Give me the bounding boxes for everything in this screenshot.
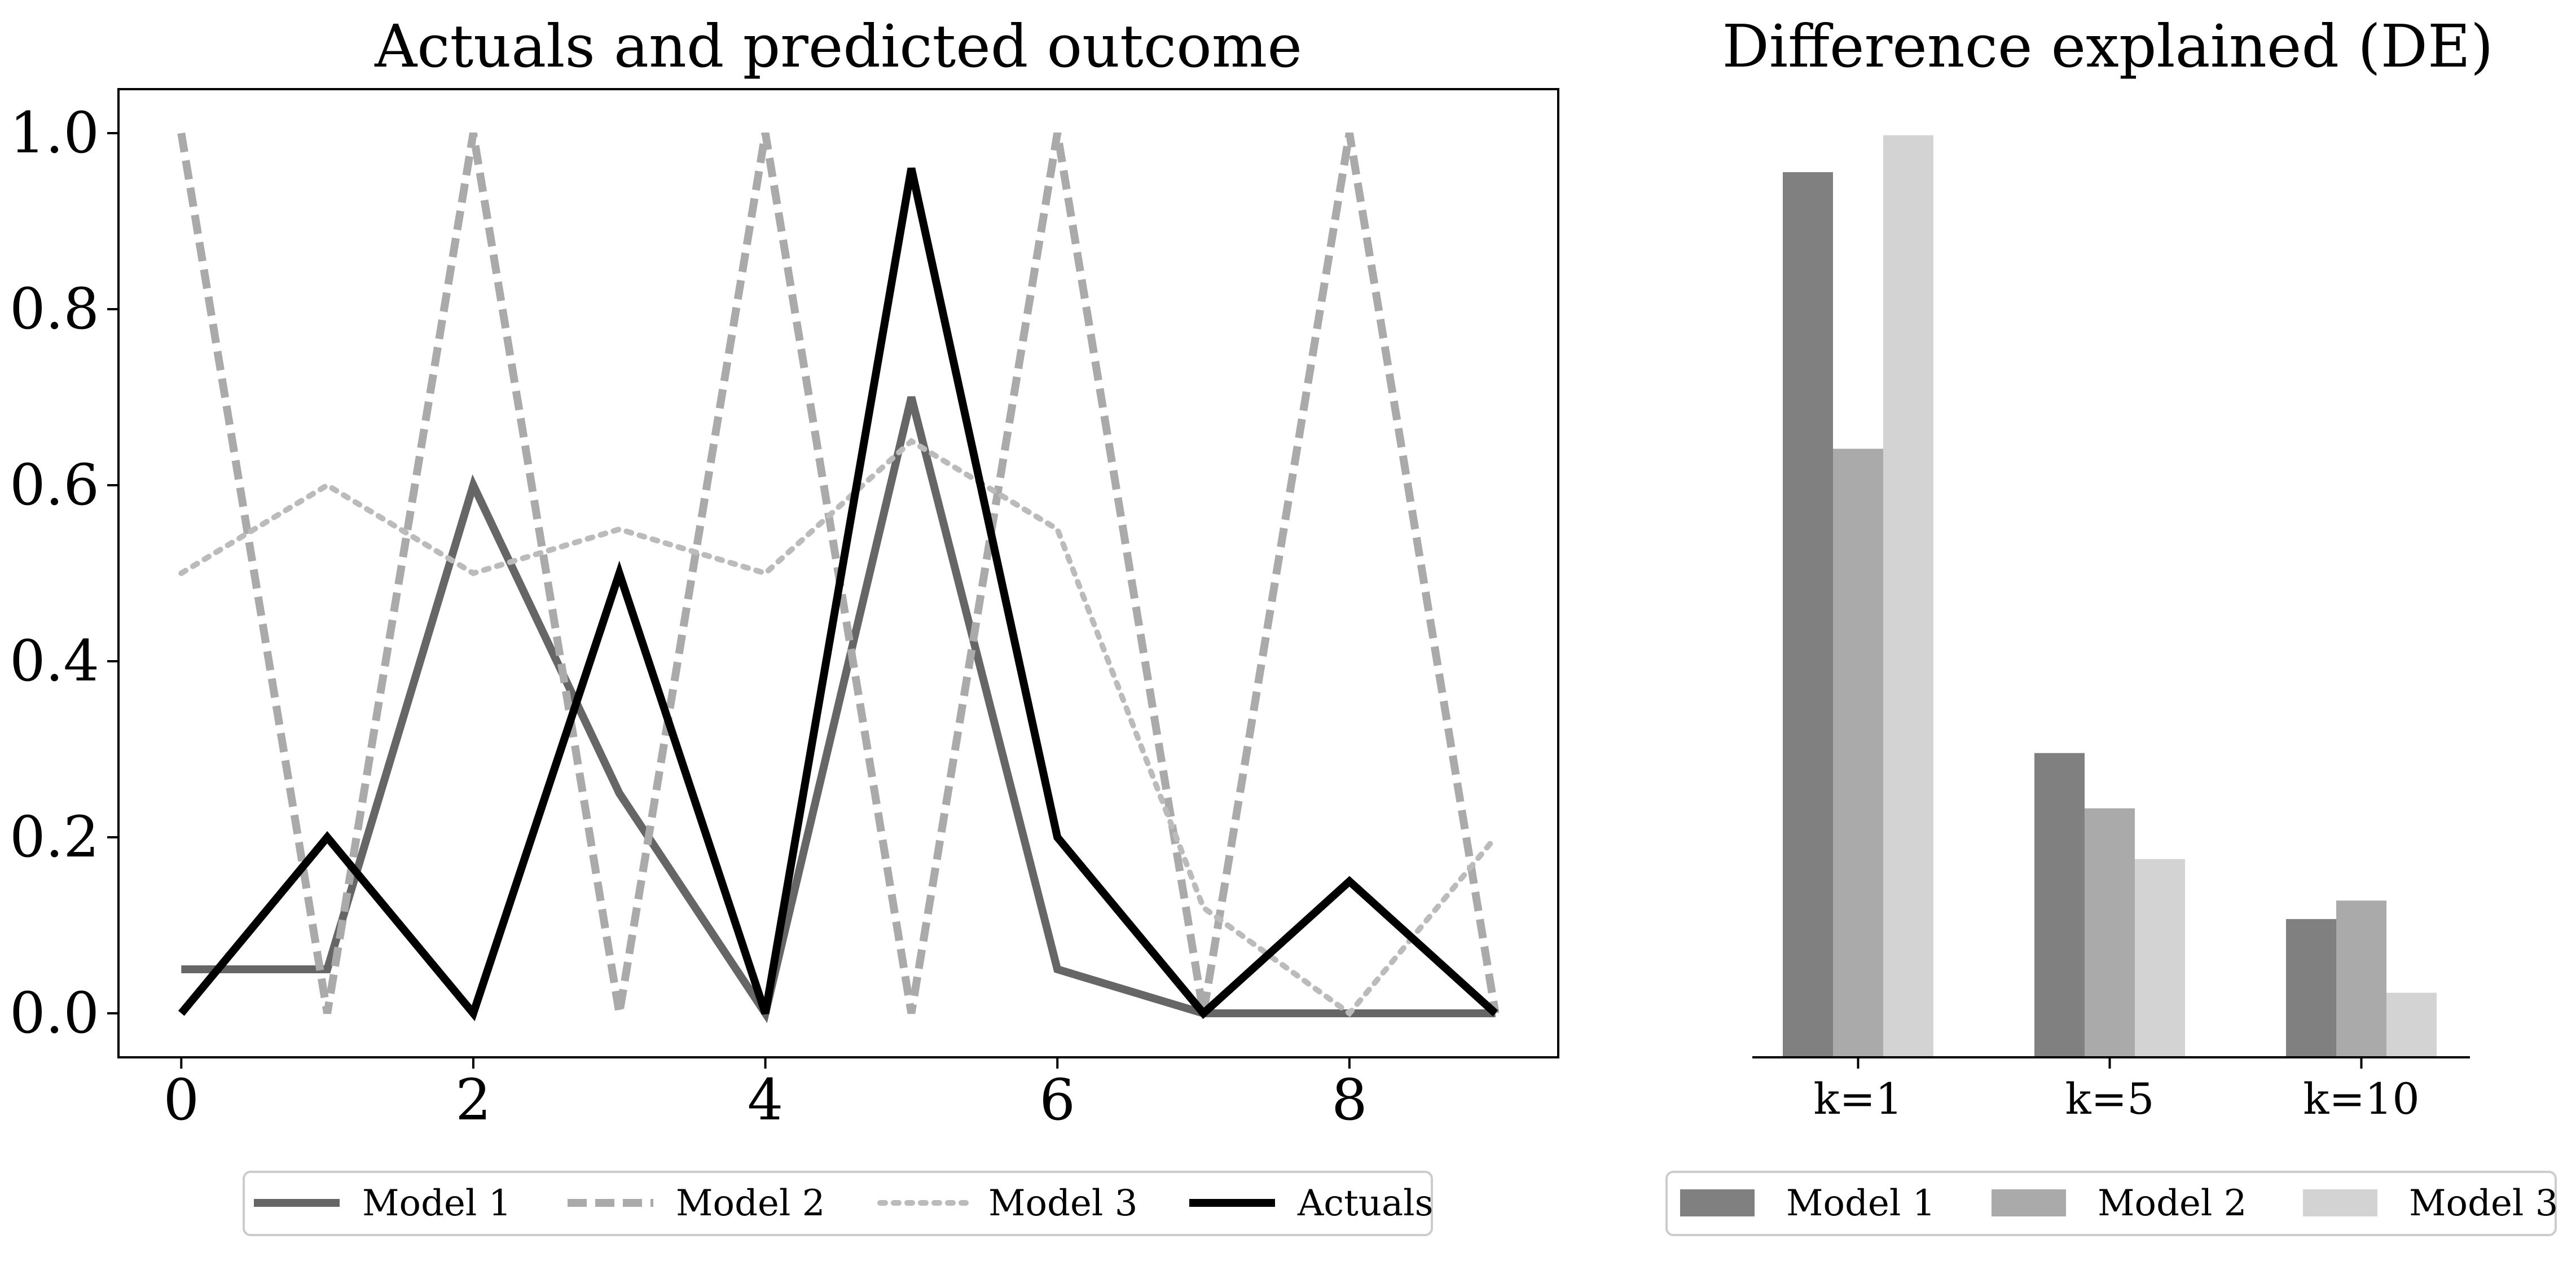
- bar-model-3-k-5: [2135, 859, 2185, 1057]
- line-legend: Model 1 Model 2 Model 3 Actuals: [243, 1171, 1433, 1236]
- line-x-tick-label: 4: [748, 1067, 784, 1133]
- bar-model-1-k-1: [1783, 172, 1833, 1058]
- line-x-tick-label: 6: [1039, 1067, 1075, 1133]
- bar-legend-label-model-3: Model 3: [2409, 1183, 2558, 1224]
- line-series-model-3: [178, 437, 1498, 1017]
- bar-model-3-k-10: [2386, 992, 2437, 1057]
- line-y-axis: 0.0 0.2 0.4 0.6 0.8 1.0: [10, 100, 118, 1046]
- bar-x-axis: k=1 k=5 k=10: [1813, 1057, 2420, 1124]
- bar-legend-box: [1665, 1171, 2557, 1236]
- line-chart-title: Actuals and predicted outcome: [374, 12, 1302, 81]
- bar-model-2-k-10: [2336, 900, 2386, 1057]
- bar-legend: Model 1 Model 2 Model 3: [1665, 1171, 2558, 1236]
- bar-model-2-k-5: [2085, 808, 2135, 1057]
- line-legend-box: [243, 1171, 1433, 1236]
- bar-legend-swatch-model-1: [1680, 1189, 1755, 1216]
- line-legend-label-model-3: Model 3: [988, 1183, 1137, 1224]
- line-x-tick-label: 8: [1331, 1067, 1368, 1133]
- line-y-tick-label: 0.4: [10, 628, 99, 694]
- line-x-axis: 0 2 4 6 8: [163, 1057, 1368, 1133]
- bar-legend-label-model-1: Model 1: [1786, 1183, 1935, 1224]
- bar-model-1-k-5: [2034, 753, 2085, 1057]
- line-legend-label-model-1: Model 1: [362, 1183, 511, 1224]
- line-series-group: [177, 132, 1500, 1023]
- line-chart: Actuals and predicted outcome 0.00.20.40…: [10, 12, 1559, 1236]
- bar-category-label: k=10: [2303, 1074, 2419, 1124]
- line-series-model-1: [181, 396, 1496, 1023]
- line-y-tick-label: 0.0: [10, 980, 99, 1046]
- bar-category-label: k=1: [1813, 1074, 1902, 1124]
- line-legend-label-model-2: Model 2: [676, 1183, 825, 1224]
- line-y-tick-label: 0.6: [10, 452, 99, 518]
- bar-chart: Difference explained (DE) k=1 k=5 k=10 Mod…: [1665, 12, 2558, 1236]
- line-y-tick-label: 0.2: [10, 804, 99, 870]
- line-y-tick-label: 0.8: [10, 276, 99, 342]
- line-point-model-3-4: [765, 573, 766, 574]
- bar-chart-title: Difference explained (DE): [1722, 12, 2493, 81]
- line-x-tick-label: 0: [163, 1067, 199, 1133]
- line-legend-label-actuals: Actuals: [1297, 1183, 1433, 1224]
- line-point-model-3-9: [1495, 837, 1496, 838]
- bar-model-2-k-1: [1833, 449, 1883, 1057]
- bar-model-3-k-1: [1883, 135, 1933, 1058]
- line-y-tick-label: 1.0: [10, 100, 99, 166]
- bar-legend-swatch-model-3: [2303, 1189, 2377, 1216]
- bar-legend-label-model-2: Model 2: [2098, 1183, 2247, 1224]
- bar-series-group: [1783, 135, 2437, 1058]
- line-series-actuals: [178, 167, 1498, 1022]
- bar-model-1-k-10: [2286, 919, 2336, 1057]
- bar-legend-swatch-model-2: [1992, 1189, 2066, 1216]
- line-x-tick-label: 2: [455, 1067, 491, 1133]
- line-point-model-2-3: [619, 1013, 620, 1014]
- bar-category-label: k=5: [2065, 1074, 2154, 1124]
- line-plot-frame: [117, 88, 1559, 1058]
